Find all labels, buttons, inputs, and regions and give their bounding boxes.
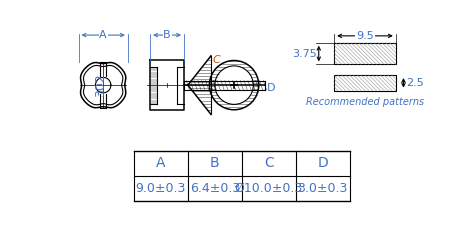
Text: D: D: [317, 156, 327, 170]
Text: 6.4±0.3: 6.4±0.3: [189, 182, 239, 195]
Text: 9.0±0.3: 9.0±0.3: [136, 182, 186, 195]
Text: Ø10.0±0.3: Ø10.0±0.3: [234, 182, 302, 195]
Text: B: B: [163, 30, 170, 40]
Text: 302: 302: [94, 73, 107, 97]
Bar: [334, 43, 395, 64]
Text: A: A: [99, 30, 107, 40]
Text: C: C: [212, 55, 220, 65]
Text: 9.5: 9.5: [356, 31, 373, 41]
Text: A: A: [156, 156, 165, 170]
Text: 3.0±0.3: 3.0±0.3: [297, 182, 347, 195]
Text: C: C: [263, 156, 273, 170]
Text: 2.5: 2.5: [405, 78, 423, 88]
Text: Recommended patterns: Recommended patterns: [305, 97, 423, 107]
Text: D: D: [266, 83, 274, 93]
Text: 3.75: 3.75: [292, 48, 317, 59]
Bar: [334, 75, 395, 91]
Text: B: B: [209, 156, 219, 170]
